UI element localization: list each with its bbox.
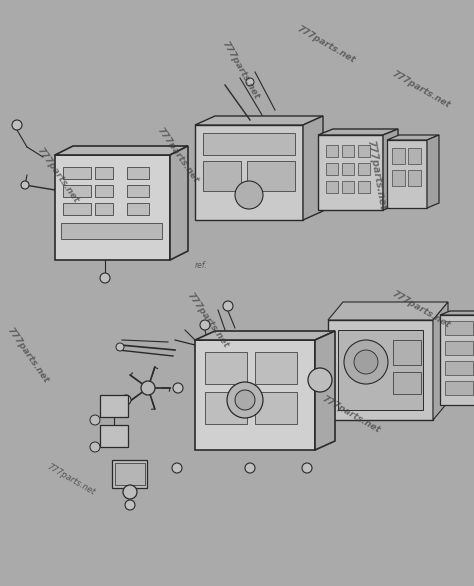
Text: 777parts.net: 777parts.net [45,462,96,498]
Bar [95,185,113,197]
Bar [61,223,162,239]
Polygon shape [338,330,423,410]
Bar [445,361,473,375]
Polygon shape [328,302,448,320]
Polygon shape [55,155,170,260]
Bar [445,321,473,335]
Bar [203,133,295,155]
Polygon shape [383,129,398,210]
Polygon shape [195,340,315,450]
Bar [342,163,354,175]
Polygon shape [315,331,335,450]
Text: 777parts.net: 777parts.net [185,291,230,349]
Bar [255,392,297,424]
Bar [358,145,370,157]
Bar [100,425,128,447]
Circle shape [90,415,100,425]
Bar [203,161,241,191]
Circle shape [302,463,312,473]
Polygon shape [387,140,427,208]
Bar [247,161,295,191]
Polygon shape [440,311,474,315]
Bar [392,148,405,164]
Bar [115,463,145,485]
Polygon shape [195,331,335,340]
Circle shape [125,500,135,510]
Polygon shape [318,129,398,135]
Bar [95,167,113,179]
Bar [112,460,147,488]
Circle shape [100,273,110,283]
Circle shape [123,485,137,499]
Circle shape [200,320,210,330]
Bar [255,352,297,384]
Bar [127,167,149,179]
Bar [63,167,91,179]
Circle shape [308,368,332,392]
Bar [326,145,338,157]
Circle shape [246,78,254,86]
Circle shape [121,395,131,405]
Bar [342,181,354,193]
Text: 777parts.net: 777parts.net [390,70,451,110]
Circle shape [12,120,22,130]
Circle shape [172,463,182,473]
Polygon shape [195,125,303,220]
Bar [392,170,405,186]
Text: 777parts.net: 777parts.net [155,125,200,185]
Circle shape [235,390,255,410]
Polygon shape [170,146,188,260]
Bar [326,181,338,193]
Text: 777parts.net: 777parts.net [35,145,80,205]
Polygon shape [433,302,448,420]
Bar [358,181,370,193]
Bar [127,185,149,197]
Polygon shape [387,135,439,140]
Text: 777parts.net: 777parts.net [220,39,261,101]
Circle shape [116,343,124,351]
Bar [342,145,354,157]
Bar [393,372,421,394]
Text: 777parts.net: 777parts.net [320,395,381,435]
Polygon shape [303,116,323,220]
Bar [408,170,421,186]
Bar [100,395,128,417]
Polygon shape [195,116,323,125]
Text: 777parts.net: 777parts.net [390,289,451,331]
Bar [127,203,149,215]
Circle shape [90,442,100,452]
Circle shape [173,383,183,393]
Text: 777parts.net: 777parts.net [5,326,50,384]
Bar [326,163,338,175]
Bar [393,340,421,365]
Bar [445,341,473,355]
Polygon shape [427,135,439,208]
Polygon shape [55,146,188,155]
Bar [63,203,91,215]
Bar [358,163,370,175]
Text: ref.: ref. [195,261,208,270]
Text: 777parts.net: 777parts.net [295,25,356,65]
Bar [408,148,421,164]
Bar [205,392,247,424]
Circle shape [245,463,255,473]
Circle shape [141,381,155,395]
Circle shape [21,181,29,189]
Circle shape [227,382,263,418]
Circle shape [235,181,263,209]
Text: 777parts.net: 777parts.net [365,139,387,211]
Bar [445,381,473,395]
Circle shape [344,340,388,384]
Circle shape [354,350,378,374]
Polygon shape [328,320,433,420]
Bar [205,352,247,384]
Polygon shape [318,135,383,210]
Circle shape [223,301,233,311]
Bar [63,185,91,197]
Polygon shape [440,315,474,405]
Bar [95,203,113,215]
